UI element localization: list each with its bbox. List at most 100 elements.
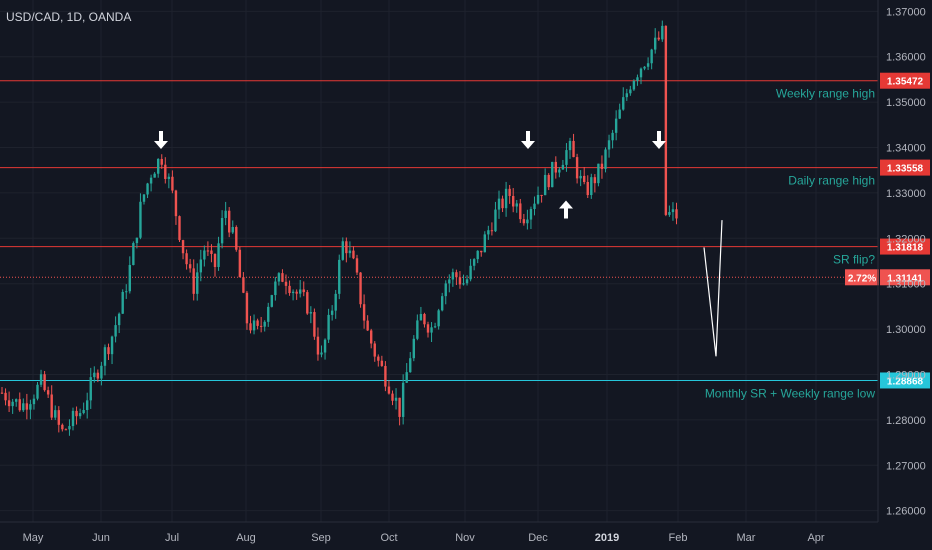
candle-body [306,292,309,314]
candle-body [622,97,625,110]
candle-body [245,292,249,324]
candle-body [302,289,305,293]
level-price-tag [880,72,930,89]
price-tick-label: 1.33000 [886,188,926,200]
candle-body [18,399,21,411]
candle-body [433,326,437,328]
candle-body [476,250,479,260]
candle-body [78,413,82,417]
candle-body [444,283,447,297]
candle-body [100,365,103,379]
arrow-up-icon [559,200,573,219]
candle-body [263,321,266,327]
candle-body [171,176,174,191]
projection-path [703,220,723,357]
candle-body [32,398,36,405]
candle-body [611,132,614,141]
candle-body [401,382,405,417]
candle-body [370,330,373,344]
candle-body [597,163,600,184]
candle-body [330,310,334,315]
candle-body [114,325,117,337]
arrow-down-icon [652,130,666,149]
candle-body [277,273,281,282]
candle-body [455,272,458,278]
candle-body [164,164,167,179]
candle-body [309,312,313,314]
candle-body [391,393,394,401]
level-change-tag [845,269,879,286]
candle-body [299,289,302,294]
candle-body [142,194,146,202]
time-tick-label: Aug [236,532,256,544]
candle-body [543,174,547,196]
candle-body [359,272,362,305]
candle-body [352,250,355,259]
candle-body [96,372,100,379]
candle-body [540,194,543,196]
candle-body [380,360,384,366]
candle-body [348,250,352,254]
symbol-label: USD/CAD, 1D, OANDA [6,10,131,24]
candle-body [316,336,320,355]
time-tick-label: Dec [528,532,548,544]
candle-body [323,339,327,353]
candle-body [657,37,660,40]
time-axis[interactable]: May Jun Jul Aug Sep Oct Nov Dec 2019 Feb Mar Apr [23,532,825,544]
arrow-down-icon [521,130,535,149]
candle-body [430,327,433,333]
candle-body [334,293,337,311]
candle-body [458,277,462,285]
candle-body [405,372,408,383]
candle-body [11,401,14,407]
candle-body [650,49,653,64]
candle-body [607,140,611,150]
candle-body [451,272,455,280]
level-price-label: 1.31141 [887,273,923,284]
candle-body [614,118,618,133]
price-axis[interactable]: 1.26000 1.27000 1.28000 1.29000 1.30000 1.310… [886,6,926,517]
candle-body [75,410,78,417]
candle-body [157,158,160,174]
candle-body [398,397,401,417]
price-tick-label: 1.37000 [886,6,926,18]
candle-body [288,285,291,294]
candle-body [426,324,430,333]
candle-body [583,175,586,182]
level-price-label: 1.28868 [887,376,924,387]
candle-body [483,234,486,253]
candle-body [416,320,419,339]
grid-lines [0,0,878,522]
projection-arrow [703,220,723,357]
price-tick-label: 1.36000 [886,52,926,64]
candle-body [146,183,149,195]
candle-body [579,175,582,179]
candle-body [54,410,57,418]
time-tick-label: Oct [380,532,397,544]
candle-body [7,400,11,407]
candle-body [572,140,575,158]
price-tick-label: 1.35000 [886,97,926,109]
candle-body [249,323,252,331]
candle-body [448,279,451,284]
candle-body [327,314,330,340]
level-annotation: Monthly SR + Weekly range low [705,386,876,400]
candle-body [25,403,29,410]
candle-body [409,358,412,373]
candle-body [377,356,380,361]
horizontal-levels: 1.35472 Weekly range high 1.33558 Daily ran… [0,72,930,400]
candle-body [89,377,92,401]
price-tick-label: 1.34000 [886,143,926,155]
price-tick-label: 1.32000 [886,233,926,245]
candle-body [487,230,490,235]
candle-body [341,241,344,260]
candle-body [103,347,107,366]
candle-body [661,25,664,40]
level-annotation: Daily range high [788,174,875,188]
candle-body [206,250,210,252]
candle-body [654,37,657,50]
candle-body [139,201,142,238]
candle-body [252,320,256,331]
candle-body [320,352,323,355]
